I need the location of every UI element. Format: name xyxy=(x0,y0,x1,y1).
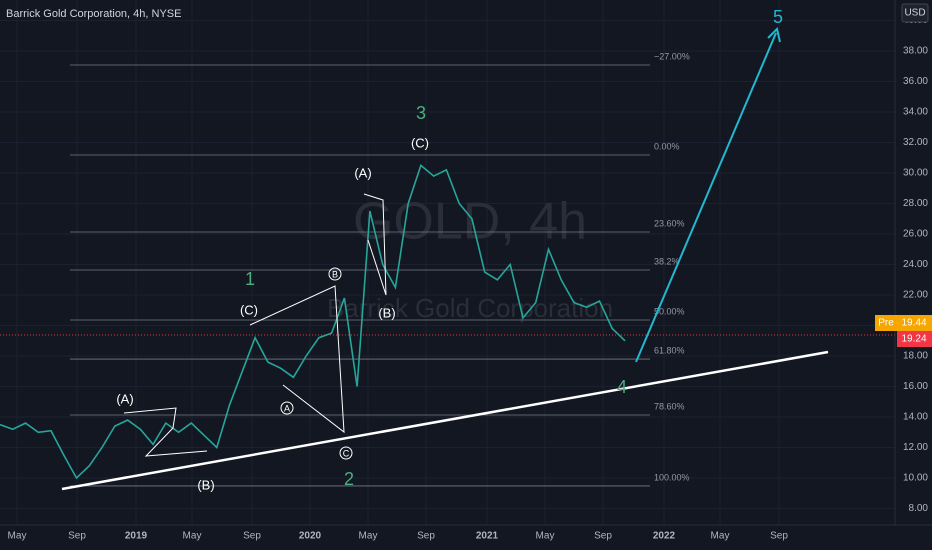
sub-label: (B) xyxy=(378,305,395,320)
price-path xyxy=(0,164,626,480)
price-tick-label: 22.00 xyxy=(903,290,928,301)
fib-levels: −27.00% 0.00% 23.60% 38.2% 50.00% 61.80% 78.60… xyxy=(70,51,690,487)
wave-lines xyxy=(363,193,387,296)
price-tick-label: 26.00 xyxy=(903,229,928,240)
sub-label: (C) xyxy=(240,302,258,317)
chart-title: Barrick Gold Corporation, 4h, NYSE xyxy=(6,8,181,20)
grid xyxy=(0,0,895,525)
currency: USD xyxy=(904,8,925,19)
wave-label: 1 xyxy=(245,269,255,289)
price-tick-label: 12.00 xyxy=(903,442,928,453)
watermark-symbol: GOLD, 4h xyxy=(353,193,587,251)
sub-label: (A) xyxy=(116,391,133,406)
price-tick-label: 32.00 xyxy=(903,137,928,148)
last-price-box xyxy=(897,331,932,347)
sub-label: (A) xyxy=(354,165,371,180)
price-tick-label: 10.00 xyxy=(903,473,928,484)
wave-lines xyxy=(249,285,345,434)
sub-label: B xyxy=(332,269,338,279)
time-label: Sep xyxy=(243,531,261,542)
fib-label: 61.80% xyxy=(654,345,685,355)
arrow-head xyxy=(767,27,781,43)
time-label: May xyxy=(359,531,378,542)
wave-label: 2 xyxy=(344,469,354,489)
time-label: 2019 xyxy=(125,531,148,542)
pre-tag-box xyxy=(875,315,897,331)
pre-tag: Pre xyxy=(878,318,894,329)
price-tick-label: 30.00 xyxy=(903,168,928,179)
price-tick-label: 36.00 xyxy=(903,76,928,87)
price-tick-label: 18.00 xyxy=(903,351,928,362)
sub-label: (B) xyxy=(197,477,214,492)
wave-label: 3 xyxy=(416,103,426,123)
axis-labels: 8.0010.0012.0014.0016.0018.0020.0022.002… xyxy=(8,15,929,542)
time-label: Sep xyxy=(417,531,435,542)
fib-label: 0.00% xyxy=(654,141,680,151)
time-label: 2022 xyxy=(653,531,676,542)
sub-label: C xyxy=(343,448,350,458)
watermark-name: Barrick Gold Corporation xyxy=(327,293,613,323)
wave-label: 4 xyxy=(617,377,627,397)
wave-label: 5 xyxy=(773,7,783,27)
time-label: 2021 xyxy=(476,531,499,542)
pre-price: 19.44 xyxy=(901,318,926,329)
time-label: 2020 xyxy=(299,531,322,542)
pre-price-box xyxy=(897,315,932,331)
label-circle xyxy=(339,446,353,460)
label-circle xyxy=(328,267,342,281)
price-tick-label: 28.00 xyxy=(903,198,928,209)
sub-label: A xyxy=(284,403,290,413)
price-axis xyxy=(895,0,932,550)
fib-label: −27.00% xyxy=(654,51,690,61)
time-label: May xyxy=(8,531,27,542)
fib-label: 23.60% xyxy=(654,218,685,228)
price-tick-label: 8.00 xyxy=(909,503,929,514)
time-label: May xyxy=(183,531,202,542)
currency-box xyxy=(901,3,929,23)
price-tick-label: 24.00 xyxy=(903,259,928,270)
sub-label: (C) xyxy=(411,135,429,150)
fib-label: 100.00% xyxy=(654,472,690,482)
last-price: 19.24 xyxy=(901,334,926,345)
label-circle xyxy=(280,401,294,415)
fib-label: 38.2% xyxy=(654,256,680,266)
time-label: Sep xyxy=(770,531,788,542)
wave-labels: 1 2 3 4 5 (A) (B) (C) (A) (B) (C) B A C xyxy=(116,7,783,493)
time-label: Sep xyxy=(594,531,612,542)
trend-line xyxy=(61,350,829,491)
time-label: May xyxy=(711,531,730,542)
time-label: Sep xyxy=(68,531,86,542)
fib-label: 50.00% xyxy=(654,306,685,316)
wave-lines xyxy=(123,407,208,457)
time-label: May xyxy=(536,531,555,542)
price-tick-label: 38.00 xyxy=(903,46,928,57)
price-tick-label: 16.00 xyxy=(903,381,928,392)
projection-arrow xyxy=(635,32,777,363)
price-tick-label: 14.00 xyxy=(903,412,928,423)
fib-label: 78.60% xyxy=(654,401,685,411)
price-tick-label: 34.00 xyxy=(903,107,928,118)
